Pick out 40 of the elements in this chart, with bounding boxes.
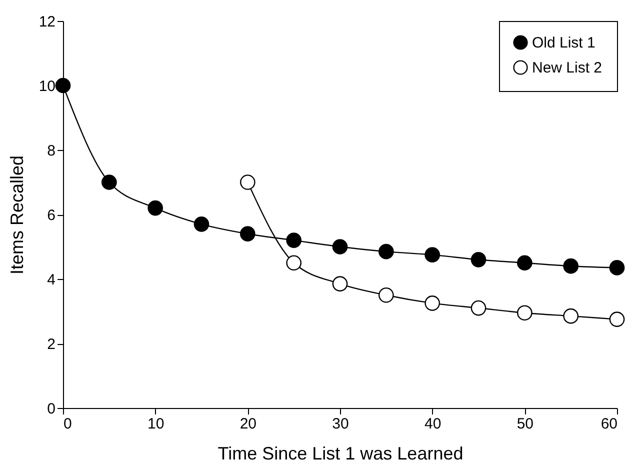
y-tick-label: 0 [47, 400, 56, 418]
point [424, 296, 440, 311]
point [424, 247, 440, 262]
y-tick-label: 6 [47, 207, 56, 224]
point [470, 252, 486, 268]
y-tick-label: 8 [47, 142, 56, 160]
point [609, 260, 625, 276]
point [332, 239, 348, 254]
x-tick-label: 0 [64, 416, 72, 432]
x-tick-label: 50 [516, 416, 534, 432]
point [516, 255, 532, 271]
point [286, 255, 302, 271]
y-tick-label: 10 [38, 78, 56, 95]
point [240, 174, 256, 190]
y-tick-label: 4 [47, 272, 56, 288]
point [55, 78, 71, 94]
point [148, 200, 164, 216]
y-tick-label: 2 [47, 336, 56, 353]
y-tick-label: 12 [38, 14, 56, 30]
point [240, 226, 256, 242]
point [378, 287, 394, 303]
x-axis-title: Time Since List 1 was Learned [218, 444, 464, 464]
point [286, 232, 302, 248]
x-tick-label: 10 [147, 416, 164, 432]
point [332, 276, 348, 292]
x-tick-label: 30 [332, 416, 349, 432]
legend-label: Old List 1 [532, 34, 596, 52]
point [563, 308, 579, 324]
point [378, 244, 394, 260]
x-tick-label: 20 [240, 416, 257, 432]
y-axis-title: Items Recalled [6, 155, 27, 275]
x-tick-label: 60 [600, 416, 618, 432]
point [194, 216, 210, 232]
point [609, 312, 625, 327]
legend-label: New List 2 [532, 60, 602, 76]
point [101, 174, 117, 190]
point [516, 305, 532, 321]
x-tick-label: 40 [424, 416, 442, 432]
point [470, 300, 486, 316]
point [563, 258, 579, 274]
